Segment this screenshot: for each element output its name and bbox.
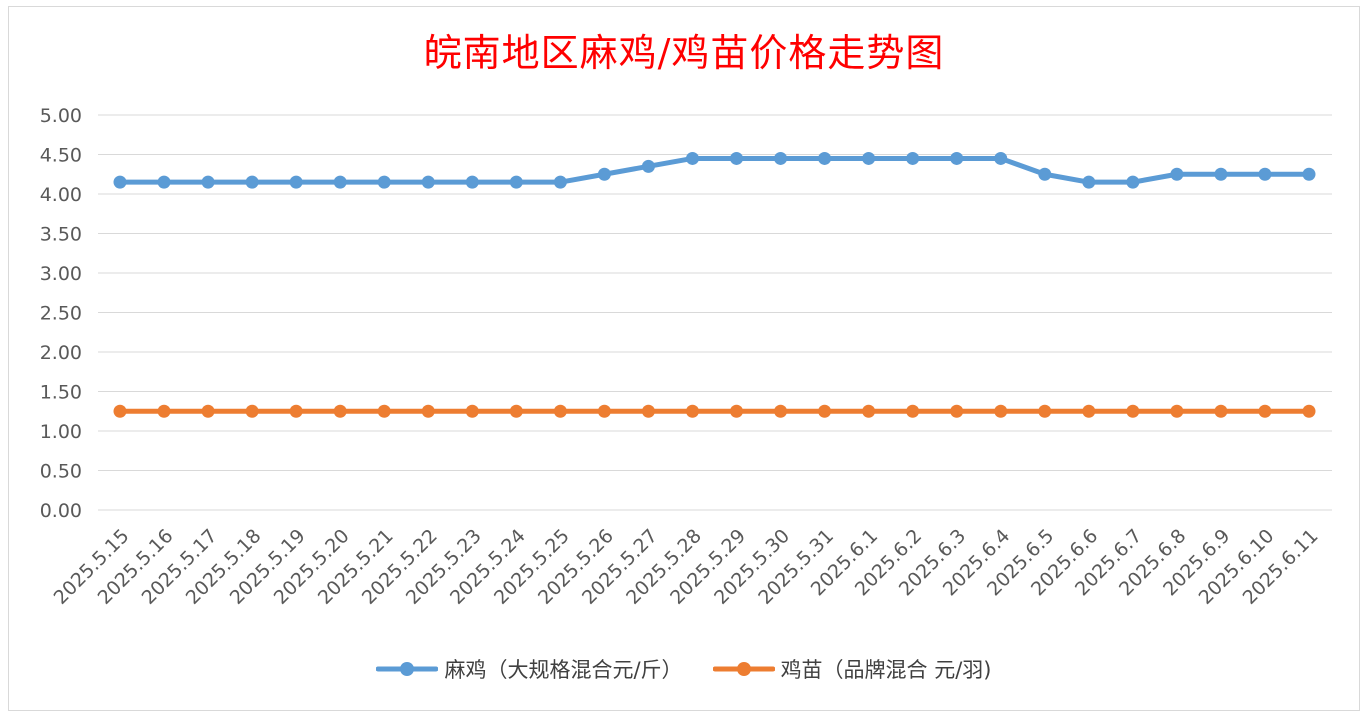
data-point[interactable] bbox=[862, 404, 876, 418]
chart-legend: 麻鸡（大规格混合元/斤） 鸡苗（品牌混合 元/羽) bbox=[0, 652, 1368, 686]
legend-marker-icon bbox=[712, 662, 775, 676]
series-points bbox=[113, 151, 1316, 418]
data-point[interactable] bbox=[553, 404, 567, 418]
data-point[interactable] bbox=[950, 404, 964, 418]
data-point[interactable] bbox=[774, 404, 788, 418]
data-point[interactable] bbox=[553, 175, 567, 189]
data-point[interactable] bbox=[201, 175, 215, 189]
data-point[interactable] bbox=[157, 404, 171, 418]
data-point[interactable] bbox=[818, 151, 832, 165]
y-tick-label: 0.00 bbox=[40, 500, 82, 522]
data-point[interactable] bbox=[1170, 167, 1184, 181]
data-point[interactable] bbox=[465, 404, 479, 418]
data-point[interactable] bbox=[201, 404, 215, 418]
data-point[interactable] bbox=[509, 175, 523, 189]
y-tick-label: 3.00 bbox=[40, 263, 82, 285]
legend-label: 鸡苗（品牌混合 元/羽) bbox=[780, 658, 992, 682]
data-point[interactable] bbox=[377, 175, 391, 189]
x-axis-tick-labels: 2025.5.152025.5.162025.5.172025.5.182025… bbox=[50, 525, 1323, 609]
data-point[interactable] bbox=[685, 151, 699, 165]
y-axis-tick-labels: 0.00 0.50 1.00 1.50 2.00 2.50 3.00 3.50 4.00 4.50… bbox=[40, 105, 82, 522]
data-point[interactable] bbox=[1126, 404, 1140, 418]
data-point[interactable] bbox=[685, 404, 699, 418]
data-point[interactable] bbox=[1214, 404, 1228, 418]
data-point[interactable] bbox=[730, 151, 744, 165]
data-point[interactable] bbox=[1038, 167, 1052, 181]
y-tick-label: 4.00 bbox=[40, 184, 82, 206]
legend-item: 鸡苗（品牌混合 元/羽) bbox=[712, 654, 992, 684]
legend-label: 麻鸡（大规格混合元/斤） bbox=[444, 658, 683, 682]
y-tick-label: 1.50 bbox=[40, 382, 82, 404]
data-point[interactable] bbox=[1258, 404, 1272, 418]
data-point[interactable] bbox=[377, 404, 391, 418]
series-lines bbox=[117, 155, 1312, 414]
data-point[interactable] bbox=[1170, 404, 1184, 418]
data-point[interactable] bbox=[289, 404, 303, 418]
y-tick-label: 4.50 bbox=[40, 145, 82, 167]
data-point[interactable] bbox=[113, 175, 127, 189]
chart-title: 皖南地区麻鸡/鸡苗价格走势图 bbox=[423, 31, 945, 75]
data-point[interactable] bbox=[1082, 175, 1096, 189]
legend-marker-icon bbox=[376, 662, 439, 676]
data-point[interactable] bbox=[1214, 167, 1228, 181]
data-point[interactable] bbox=[862, 151, 876, 165]
y-tick-label: 3.50 bbox=[40, 224, 82, 246]
data-point[interactable] bbox=[1302, 404, 1316, 418]
data-point[interactable] bbox=[465, 175, 479, 189]
data-point[interactable] bbox=[994, 151, 1008, 165]
data-point[interactable] bbox=[641, 159, 655, 173]
data-point[interactable] bbox=[245, 175, 259, 189]
y-tick-label: 5.00 bbox=[40, 105, 82, 127]
data-point[interactable] bbox=[421, 175, 435, 189]
data-point[interactable] bbox=[421, 404, 435, 418]
data-point[interactable] bbox=[333, 404, 347, 418]
y-tick-label: 1.00 bbox=[40, 421, 82, 443]
data-point[interactable] bbox=[730, 404, 744, 418]
data-point[interactable] bbox=[597, 404, 611, 418]
data-point[interactable] bbox=[818, 404, 832, 418]
data-point[interactable] bbox=[1082, 404, 1096, 418]
legend-item: 麻鸡（大规格混合元/斤） bbox=[376, 654, 683, 684]
data-point[interactable] bbox=[774, 151, 788, 165]
data-point[interactable] bbox=[1126, 175, 1140, 189]
data-point[interactable] bbox=[289, 175, 303, 189]
data-point[interactable] bbox=[157, 175, 171, 189]
data-point[interactable] bbox=[994, 404, 1008, 418]
y-tick-label: 2.00 bbox=[40, 342, 82, 364]
series-line-0 bbox=[117, 155, 1312, 185]
data-point[interactable] bbox=[1038, 404, 1052, 418]
data-point[interactable] bbox=[245, 404, 259, 418]
data-point[interactable] bbox=[906, 151, 920, 165]
data-point[interactable] bbox=[1258, 167, 1272, 181]
data-point[interactable] bbox=[950, 151, 964, 165]
data-point[interactable] bbox=[641, 404, 655, 418]
data-point[interactable] bbox=[906, 404, 920, 418]
data-point[interactable] bbox=[113, 404, 127, 418]
y-tick-label: 0.50 bbox=[40, 461, 82, 483]
data-point[interactable] bbox=[509, 404, 523, 418]
y-tick-label: 2.50 bbox=[40, 303, 82, 325]
data-point[interactable] bbox=[1302, 167, 1316, 181]
data-point[interactable] bbox=[597, 167, 611, 181]
data-point[interactable] bbox=[333, 175, 347, 189]
gridlines bbox=[98, 114, 1332, 511]
chart-area[interactable] bbox=[8, 6, 1360, 711]
